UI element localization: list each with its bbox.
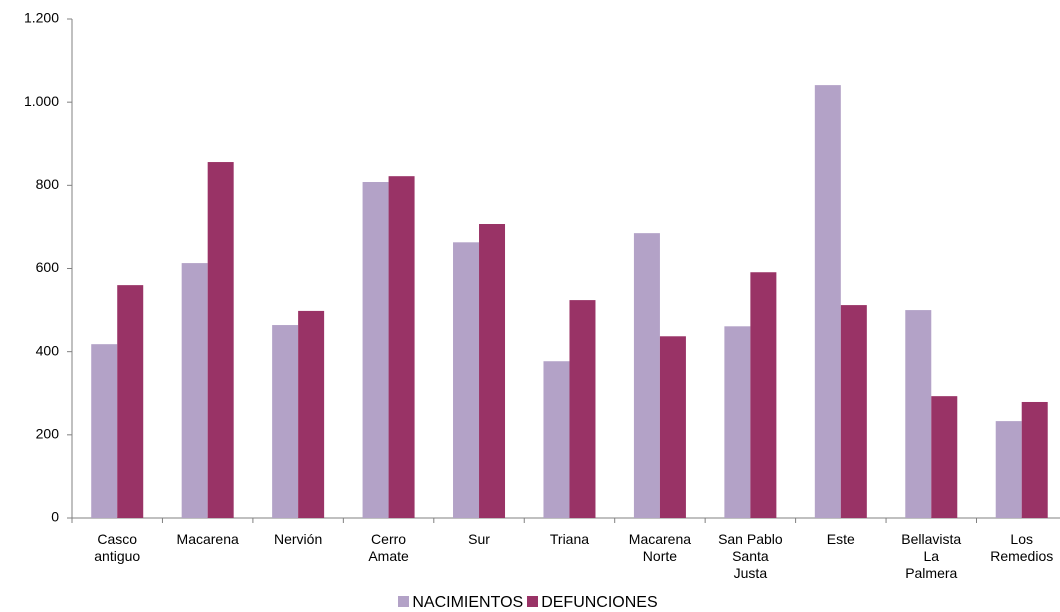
x-tick-label: Este [826,531,855,547]
bar [931,396,958,518]
bar [814,85,841,519]
bar [569,300,596,518]
bar [298,310,325,518]
legend-item: DEFUNCIONES [527,594,658,611]
y-tick-label: 200 [36,426,60,442]
legend-item: NACIMIENTOS [398,594,523,611]
legend-swatch [527,596,539,607]
bar [840,305,867,518]
bar [272,325,299,518]
bar [659,336,686,518]
legend-label: DEFUNCIONES [541,594,658,611]
x-tick-label: Triana [549,531,590,547]
bar [117,285,144,518]
x-tick-label: Casco antiguo [94,531,141,564]
bar [207,162,234,518]
x-tick-label: Los Remedios [990,531,1054,564]
y-tick-label: 400 [36,342,60,358]
bar [453,242,480,519]
y-tick-label: 800 [36,176,60,192]
y-tick-label: 0 [51,509,59,525]
bar [905,310,932,518]
y-tick-label: 1.200 [24,10,59,26]
legend: NACIMIENTOS DEFUNCIONES [0,594,1060,612]
x-tick-label: San Pablo Santa Justa [718,531,783,581]
bar [181,263,208,518]
bar [91,344,118,518]
x-tick-label: Sur [468,531,490,547]
bar [633,233,660,518]
legend-label: NACIMIENTOS [412,594,524,611]
bar [388,176,415,518]
x-tick-label: Cerro Amate [368,531,409,564]
x-tick-label: Nervión [274,531,323,547]
bar [479,224,506,518]
x-tick-label: Macarena [176,531,239,547]
bar [1021,401,1048,518]
x-tick-label: Bellavista La Palmera [901,531,962,581]
y-tick-label: 600 [36,259,60,275]
bar [543,361,570,518]
legend-swatch [398,596,410,607]
y-tick-label: 1.000 [24,93,59,109]
bar [750,272,777,518]
bar [362,182,389,519]
bar [724,326,751,518]
x-tick-label: Macarena Norte [628,531,692,564]
bar [995,421,1022,518]
